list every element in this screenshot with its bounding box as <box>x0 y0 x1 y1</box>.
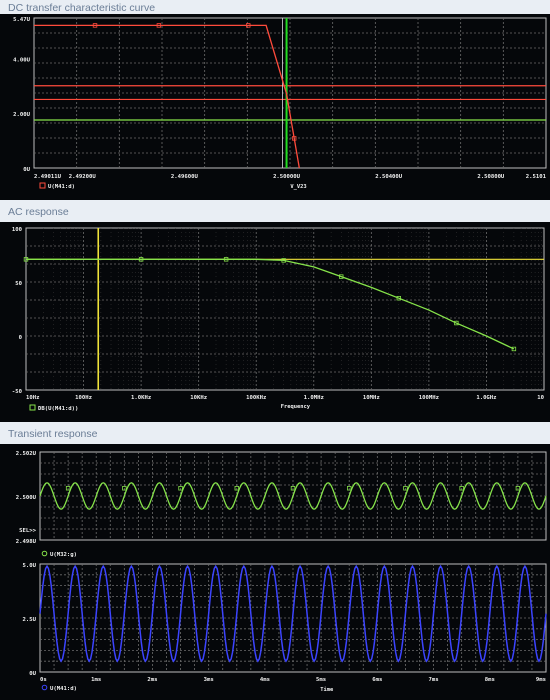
ac-x-tick-label: 1.0MHz <box>304 395 324 401</box>
ac-series-marker <box>454 320 459 326</box>
dc-series-line <box>34 24 300 169</box>
ac-y-tick-label: -50 <box>12 389 23 395</box>
tr-upper-series-marker <box>403 486 408 491</box>
tr-x-tick-label: 8ms <box>485 677 495 683</box>
tr-x-tick-label: 4ms <box>260 677 270 683</box>
ac-legend-marker <box>29 404 36 411</box>
ac-series-marker <box>23 257 29 262</box>
tr-x-tick-label: 7ms <box>429 677 439 683</box>
tr-upper-series-line <box>39 482 547 510</box>
dc-series-marker <box>292 136 297 141</box>
tr-x-tick-label: 5ms <box>316 677 326 683</box>
tr-x-axis-label: Time <box>320 687 334 693</box>
tr-upper-series-marker <box>515 486 521 491</box>
tr-upper-series-marker <box>459 486 464 491</box>
tr-upper-series-marker <box>178 486 183 491</box>
dc-transfer-chart: 5.47U 4.00U 2.00U 0U 2.49011U 2.49200U 2.49600… <box>13 17 547 190</box>
dc-y-tick-label: 2.00U <box>13 112 30 118</box>
ac-y-tick-label: 100 <box>12 227 23 233</box>
ac-series-marker <box>511 346 517 352</box>
ac-series-marker <box>138 257 144 262</box>
dc-x-tick-label: 2.49600U <box>171 174 199 180</box>
ac-y-tick-label: 50 <box>15 281 22 287</box>
ac-x-tick-label: 10MHz <box>363 395 380 401</box>
dc-x-tick-label: 2.49200U <box>69 174 97 180</box>
tr-upper-series-marker <box>347 486 352 491</box>
ac-x-tick-label: 100MHz <box>419 395 439 401</box>
tr-x-tick-label: 9ms <box>536 677 546 683</box>
ac-series-marker <box>396 296 401 301</box>
tr-upper-y-tick-label: 2.502U <box>16 451 37 457</box>
ac-x-tick-label: 10 <box>537 395 544 401</box>
ac-series-line <box>26 258 515 350</box>
ac-y-tick-label: 0 <box>19 335 23 341</box>
tr-upper-y-tick-label: 2.498U <box>16 539 37 545</box>
tr-lower-series-line <box>39 564 547 663</box>
tr-x-tick-label: 0s <box>40 677 47 683</box>
ac-series-marker <box>223 257 229 262</box>
tr-x-tick-label: 2ms <box>147 677 157 683</box>
ac-x-tick-label: 1.0KHz <box>131 395 151 401</box>
dc-x-axis-label: V_V23 <box>290 184 306 190</box>
tr-upper-y-tick-label: SEL>> <box>19 528 36 534</box>
dc-series-marker <box>92 23 98 28</box>
tr-lower-y-tick-label: 2.5U <box>23 617 37 623</box>
transient-caption: Transient response <box>8 428 98 440</box>
ac-plot-frame <box>25 227 545 391</box>
tr-upper-y-tick-label: 2.500U <box>16 495 37 501</box>
ac-legend-label: DB(U(M41:d)) <box>38 406 78 412</box>
ac-response-panel: 100 50 0 -50 10Hz 100Hz 1.0KHz 10KHz 100KHz 1.0MH… <box>0 222 550 422</box>
tr-lower-legend-label: U(M41:d) <box>50 686 77 692</box>
tr-lower-y-tick-label: 5.0U <box>23 563 37 569</box>
dc-series-marker <box>156 23 162 28</box>
dc-series-marker <box>246 23 251 28</box>
dc-legend-label: U(M41:d) <box>48 184 75 190</box>
tr-upper-series-marker <box>234 486 239 491</box>
dc-legend-marker <box>39 182 46 189</box>
dc-y-tick-label: 0U <box>23 167 30 173</box>
dc-y-tick-label: 5.47U <box>13 17 30 23</box>
dc-x-tick-label: 2.50400U <box>375 174 403 180</box>
ac-caption: AC response <box>8 206 69 218</box>
ac-x-tick-label: 10KHz <box>190 395 207 401</box>
ac-x-axis-label: Frequency <box>281 404 311 410</box>
tr-upper-series-marker <box>122 486 127 491</box>
dc-y-tick-label: 4.00U <box>13 57 30 63</box>
ac-x-tick-label: 1.0GHz <box>476 395 496 401</box>
tr-upper-series-marker <box>290 486 296 491</box>
dc-caption: DC transfer characteristic curve <box>8 2 156 14</box>
ac-x-tick-label: 100Hz <box>75 395 92 401</box>
transient-panel: 2.502U 2.500U SEL>> 2.498U U(M32:g) 5.0U 2.5U 0… <box>0 444 550 700</box>
tr-upper-legend-marker <box>41 550 48 557</box>
tr-upper-legend-label: U(M32:g) <box>50 552 77 558</box>
ac-x-tick-label: 10Hz <box>26 395 39 401</box>
dc-x-tick-label: 2.49011U <box>34 174 62 180</box>
dc-x-tick-label: 2.50000U <box>273 174 301 180</box>
dc-transfer-panel: 5.47U 4.00U 2.00U 0U 2.49011U 2.49200U 2.49600… <box>0 14 550 200</box>
dc-x-tick-label: 2.5101 <box>526 174 547 180</box>
transient-chart: 2.502U 2.500U SEL>> 2.498U U(M32:g) 5.0U 2.5U 0… <box>16 451 547 693</box>
tr-x-tick-label: 6ms <box>372 677 382 683</box>
tr-x-tick-label: 3ms <box>204 677 214 683</box>
ac-x-tick-label: 100KHz <box>246 395 266 401</box>
tr-x-tick-label: 1ms <box>91 677 101 683</box>
tr-lower-legend-marker <box>41 684 48 691</box>
ac-series-marker <box>339 274 344 279</box>
ac-series-marker <box>281 258 286 263</box>
tr-upper-series-marker <box>65 486 71 491</box>
tr-lower-y-tick-label: 0U <box>29 671 36 677</box>
dc-x-tick-label: 2.50800U <box>477 174 505 180</box>
